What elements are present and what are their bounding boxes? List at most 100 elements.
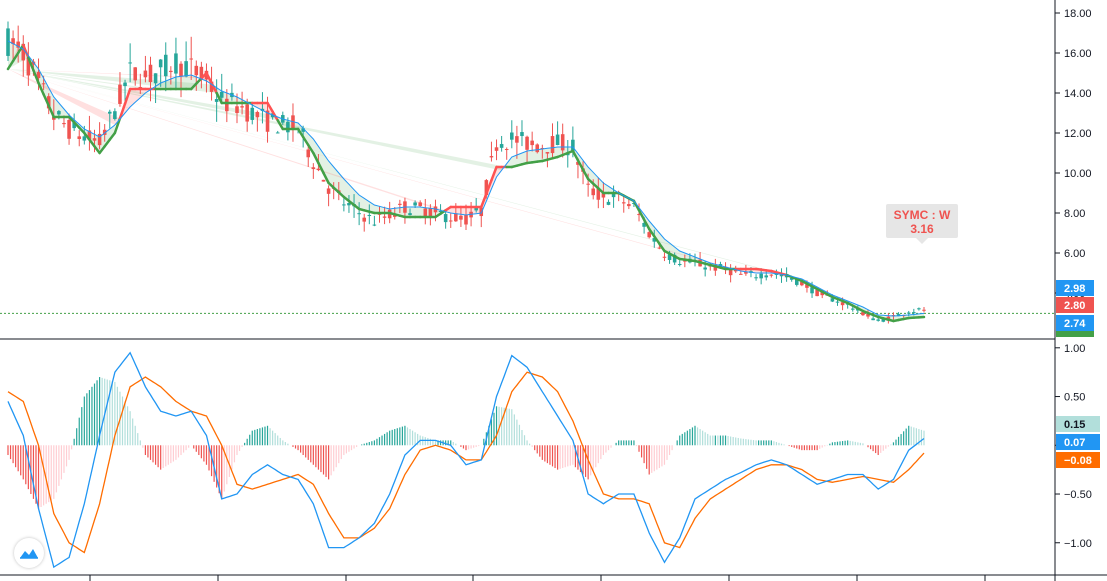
candle-body (703, 267, 707, 270)
candle-body (62, 122, 66, 125)
candle-body (571, 139, 575, 153)
candle-body (107, 111, 112, 114)
trend-fill-area (8, 69, 441, 217)
candle-body (662, 256, 667, 258)
macd-badge: −0.08 (1056, 452, 1100, 468)
candle-body (67, 120, 71, 139)
symbol-tooltip: SYMC : W 3.16 (886, 204, 958, 244)
candle-body (342, 204, 346, 206)
candle-body (16, 41, 20, 48)
candle-body (36, 71, 41, 79)
candle-body (275, 132, 280, 134)
candle-body (871, 318, 875, 321)
candle-body (194, 65, 199, 76)
trail-stop-segment (322, 171, 330, 185)
trail-stop-segment (480, 192, 488, 209)
candle-body (235, 106, 239, 114)
candle-body (627, 204, 631, 207)
candle-body (408, 213, 412, 216)
candle-body (41, 83, 46, 85)
candle-body (789, 277, 794, 280)
candle-body (245, 104, 249, 122)
trend-fill-area (8, 69, 197, 90)
trend-fill-area (8, 49, 115, 153)
candle-body (250, 107, 255, 120)
trend-fill-area (8, 69, 731, 269)
candle-body (219, 91, 224, 98)
price-tick-label: 14.00 (1064, 88, 1092, 100)
candle-body (174, 53, 178, 74)
candle-body (713, 265, 718, 271)
trail-stop-segment (490, 165, 498, 182)
candle-body (423, 208, 428, 218)
candle-body (46, 96, 51, 109)
candle-body (118, 84, 122, 104)
candle-body (26, 57, 31, 76)
price-tick-label: 18.00 (1064, 8, 1092, 20)
trail-stop-segment (642, 218, 651, 231)
trail-stop-segment (27, 56, 35, 72)
trail-stop-segment (653, 235, 661, 245)
candle-body (255, 111, 260, 118)
candle-body (876, 319, 880, 321)
candle-body (489, 156, 494, 158)
candle-body (382, 216, 387, 218)
candle-body (917, 308, 921, 310)
macd-tick-label: −0.50 (1064, 489, 1092, 501)
trail-stop-segment (118, 102, 127, 120)
candle-body (647, 232, 651, 238)
price-badge-label: 2.80 (1064, 300, 1085, 312)
candle-body (759, 273, 763, 279)
candle-body (591, 188, 596, 196)
candle-body (209, 81, 214, 92)
trail-stop-segment (103, 138, 112, 148)
candle-body (586, 183, 590, 185)
trail-stop-segment (306, 143, 315, 155)
trail-stop-segment (296, 127, 305, 139)
candle-body (535, 144, 540, 153)
candle-body (840, 302, 845, 306)
trail-stop-segment (637, 209, 646, 221)
candle-body (850, 308, 855, 310)
trend-fill-area (8, 69, 502, 215)
candle-body (601, 191, 606, 198)
tradingview-logo-icon[interactable] (14, 538, 44, 568)
price-badge-bg (1056, 315, 1094, 331)
candle-body (225, 98, 229, 112)
candle-body (779, 274, 784, 277)
candle-body (413, 202, 417, 206)
trail-stop-segment (123, 87, 132, 105)
tooltip-value: 3.16 (910, 222, 934, 236)
candle-body (316, 168, 321, 171)
candle-body (794, 278, 799, 285)
price-panel[interactable] (0, 21, 1055, 324)
macd-badge-label: 0.07 (1064, 437, 1085, 449)
candle-body (820, 291, 825, 296)
candle-body (805, 284, 809, 288)
candle-body (214, 99, 219, 102)
candle-body (830, 298, 835, 302)
candle-body (418, 202, 422, 207)
candle-body (667, 254, 672, 260)
candle-body (128, 62, 132, 64)
price-badge-label: 2.98 (1064, 283, 1085, 295)
candle-body (57, 111, 61, 115)
candle-body (576, 161, 580, 165)
candle-body (677, 263, 682, 265)
candle-body (764, 275, 769, 278)
candle-body (97, 133, 102, 146)
macd-badge-bg (1056, 434, 1100, 450)
macd-tick-label: 0.50 (1064, 392, 1085, 404)
candle-body (815, 289, 819, 297)
macd-panel[interactable] (7, 351, 925, 569)
candle-body (133, 67, 138, 81)
candle-body (739, 273, 743, 275)
candle-body (311, 167, 316, 170)
candle-body (6, 28, 10, 56)
candle-body (912, 312, 916, 314)
candle-body (153, 73, 158, 84)
candle-body (87, 130, 92, 140)
candle-body (896, 314, 901, 317)
